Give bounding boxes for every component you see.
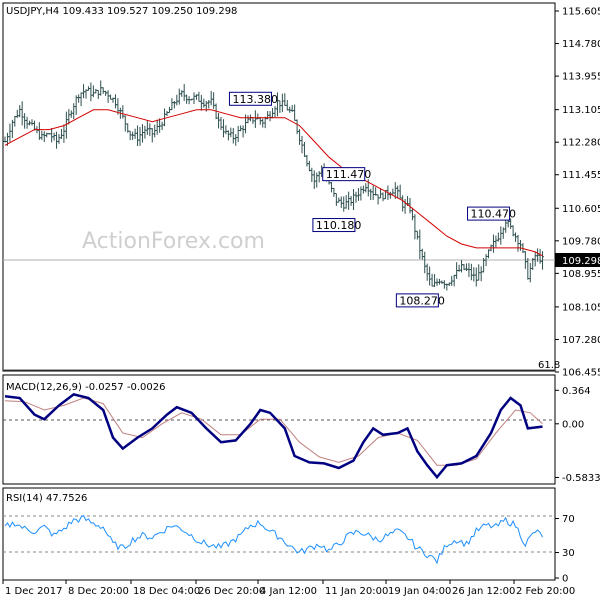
price-tick-label: 115.605 — [562, 7, 600, 18]
price-annotation-label: 110.180 — [316, 219, 362, 232]
rsi-tick-label: 0 — [562, 574, 568, 585]
x-tick-label: 4 Jan 12:00 — [260, 586, 317, 597]
price-tick-label: 109.780 — [562, 236, 600, 247]
x-tick-label: 26 Dec 20:00 — [198, 586, 265, 597]
moving-average-line — [4, 109, 543, 257]
rsi-line — [4, 514, 543, 565]
macd-tick-label: -0.5833 — [562, 473, 600, 484]
current-price-label: 109.298 — [562, 256, 600, 267]
price-annotation-label: 113.380 — [232, 93, 277, 106]
price-y-axis: 115.605 114.780 113.955 113.105 112.280 111.4… — [555, 7, 600, 379]
price-annotations: 113.380 111.470 110.180 110.470 108.270 — [228, 91, 516, 308]
current-price-tag — [555, 253, 600, 267]
macd-tick-label: 0.00 — [562, 419, 584, 430]
macd-panel: MACD(12,26,9) -0.0257 -0.0026 0.364 0.00 -… — [2, 374, 600, 485]
x-tick-label: 26 Jan 12:00 — [452, 586, 515, 597]
x-tick-label: 11 Jan 20:00 — [325, 586, 388, 597]
price-tick-label: 108.105 — [562, 302, 600, 313]
macd-header: MACD(12,26,9) -0.0257 -0.0026 — [6, 382, 166, 393]
price-annotation: 110.470 — [467, 206, 516, 221]
macd-y-axis: 0.364 0.00 -0.5833 — [555, 386, 600, 484]
price-annotation: 110.180 — [312, 218, 362, 233]
watermark: ActionForex.com — [82, 229, 265, 254]
price-tick-label: 112.280 — [562, 138, 600, 149]
macd-panel-frame — [2, 374, 556, 485]
rsi-panel: RSI(14) 47.7526 70 30 0 — [2, 487, 575, 585]
rsi-tick-label: 30 — [562, 548, 575, 559]
macd-tick-label: 0.364 — [562, 386, 591, 397]
price-tick-label: 113.105 — [562, 105, 600, 116]
fib-label: 61.8 — [538, 360, 560, 371]
rsi-y-axis: 70 30 0 — [555, 514, 575, 585]
price-annotation-label: 108.270 — [399, 294, 445, 307]
price-annotation: 113.380 — [228, 91, 278, 106]
price-header: USDJPY,H4 109.433 109.527 109.250 109.29… — [6, 6, 237, 17]
x-axis: 1 Dec 2017 8 Dec 20:00 18 Dec 04:0026 Dec … — [2, 580, 575, 597]
price-tick-label: 108.955 — [562, 269, 600, 280]
price-annotation: 108.270 — [395, 293, 445, 308]
rsi-header: RSI(14) 47.7526 — [6, 493, 87, 504]
x-tick-label: 2 Feb 20:00 — [516, 586, 575, 597]
price-tick-label: 113.955 — [562, 72, 600, 83]
price-tick-label: 114.780 — [562, 39, 600, 50]
x-tick-label: 8 Dec 20:00 — [68, 586, 129, 597]
x-tick-label: 19 Jan 04:00 — [388, 586, 451, 597]
price-tick-label: 110.605 — [562, 204, 600, 215]
x-tick-label: 1 Dec 2017 — [5, 586, 63, 597]
price-tick-label: 107.280 — [562, 335, 600, 346]
price-panel: ActionForex.com 113.380 111.470 110.180 110… — [2, 2, 600, 379]
price-annotation: 111.470 — [322, 167, 372, 182]
rsi-tick-label: 70 — [562, 514, 575, 525]
price-tick-label: 111.455 — [562, 170, 600, 181]
rsi-panel-frame — [2, 487, 556, 581]
price-annotation-label: 111.470 — [326, 168, 372, 181]
price-tick-label: 106.455 — [562, 368, 600, 379]
price-panel-frame — [2, 2, 556, 372]
x-tick-label: 18 Dec 04:00 — [133, 586, 200, 597]
price-annotation-label: 110.470 — [471, 208, 516, 221]
price-bars — [3, 80, 545, 291]
price-bar — [541, 251, 545, 270]
macd-line — [4, 393, 543, 480]
